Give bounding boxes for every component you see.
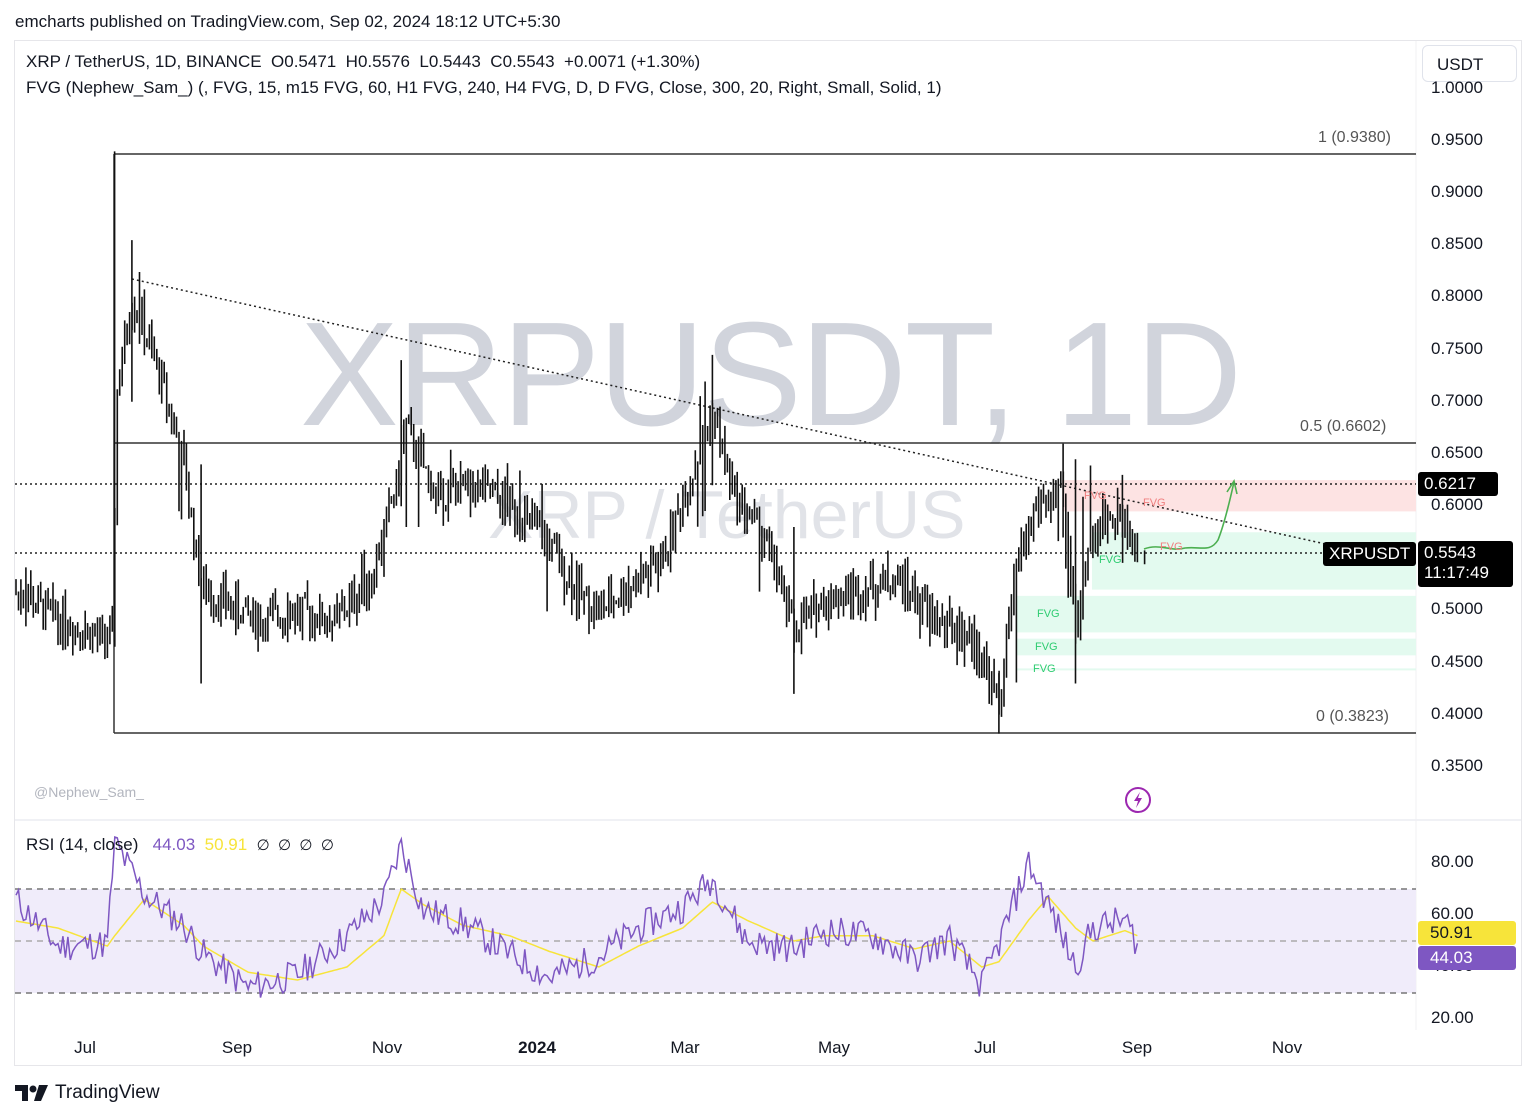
fvg-zone-bearish [1062,480,1416,512]
price-axis-label: 0.8000 [1431,286,1483,306]
fvg-zone-bullish [1016,638,1416,656]
projection-arrow [1143,481,1235,550]
time-axis-label: 2024 [518,1038,556,1057]
rsi-axis-label: 20.00 [1431,1008,1474,1027]
price-axis-label: 0.6500 [1431,442,1483,462]
price-axis-label: 0.9500 [1431,130,1483,149]
price-axis-label: 0.9000 [1431,182,1483,202]
rsi-axis-label: 60.00 [1431,904,1474,923]
author-attribution: @Nephew_Sam_ [34,784,144,800]
publisher-line: emcharts published on TradingView.com, S… [15,12,561,31]
time-axis-label: May [817,1038,851,1057]
price-axis-label: 0.5000 [1431,599,1483,619]
fvg-label-bearish-3: FVG [1160,541,1183,553]
fib-level-05-label: 0.5 (0.6602) [1300,418,1387,435]
fib-level-1-label: 1 (0.9380) [1318,129,1391,146]
rsi-line [15,835,1139,998]
time-axis-label: Mar [670,1038,700,1057]
fvg-label-bearish-2: FVG [1143,497,1166,509]
indicator-legend[interactable]: FVG (Nephew_Sam_) (, FVG, 15, m15 FVG, 6… [26,78,942,97]
time-axis-label: Jul [974,1038,996,1057]
rsi-ma-value: 50.91 [204,835,248,854]
price-axis-label: 0.4000 [1431,703,1483,723]
fvg-label-bullish-4: FVG [1033,663,1056,675]
fvg-label-bullish-2: FVG [1037,608,1060,620]
time-axis-label: Sep [221,1038,253,1057]
rsi-value: 44.03 [152,835,196,854]
chart-frame [14,40,1522,1066]
bar-countdown: 11:17:49 [1424,563,1489,582]
price-axis-label: 0.3500 [1431,755,1483,775]
time-axis-label: Nov [1271,1038,1303,1057]
fvg-label-bullish-1: FVG [1099,554,1122,566]
symbol-name-tag: XRPUSDT [1323,542,1416,566]
symbol-description-watermark: XRP / TetherUS [488,477,966,553]
rsi-title: RSI (14, close) [26,835,139,854]
rsi-axis-label: 80.00 [1431,852,1474,871]
rsi-ma-tag: 50.91 [1418,921,1516,945]
fvg-zone-bullish [1016,668,1416,671]
fvg-label-bullish-3: FVG [1035,641,1058,653]
tradingview-logo-icon [15,1085,48,1101]
tradingview-logo[interactable]: TradingView [15,1082,160,1104]
rsi-legend[interactable]: RSI (14, close) 44.03 50.91 ∅ ∅ ∅ ∅ [26,835,334,855]
tradingview-brand: TradingView [55,1082,160,1103]
fvg-label-bearish-1: FVG [1084,490,1107,502]
price-axis-label: 0.7000 [1431,390,1483,410]
symbol-watermark: XRPUSDT, 1D [300,292,1242,457]
price-axis-label: 0.6000 [1431,495,1483,515]
price-axis-label: 0.4500 [1431,651,1483,671]
price-axis-label: 0.7500 [1431,338,1483,358]
time-axis-label: Sep [1121,1038,1153,1057]
symbol-legend[interactable]: XRP / TetherUS, 1D, BINANCE O0.5471 H0.5… [26,52,701,71]
rsi-na-marks: ∅ ∅ ∅ ∅ [256,837,334,854]
ohlc-bars [15,151,1146,734]
time-axis-label: Nov [371,1038,403,1057]
price-axis-label: 1.0000 [1431,77,1483,97]
level-price-tag: 0.6217 [1418,472,1498,496]
price-axis-label: 0.8500 [1431,234,1483,254]
last-price-value: 0.5543 [1424,543,1476,562]
arrow-head-icon [1226,478,1238,495]
currency-button[interactable]: USDT [1422,45,1517,82]
lightning-icon[interactable] [1124,786,1152,814]
last-price-tag: 0.5543 11:17:49 [1418,541,1513,587]
rsi-value-tag: 44.03 [1418,946,1516,970]
time-axis-label: Jul [74,1038,96,1057]
fib-level-0-label: 0 (0.3823) [1316,708,1389,725]
